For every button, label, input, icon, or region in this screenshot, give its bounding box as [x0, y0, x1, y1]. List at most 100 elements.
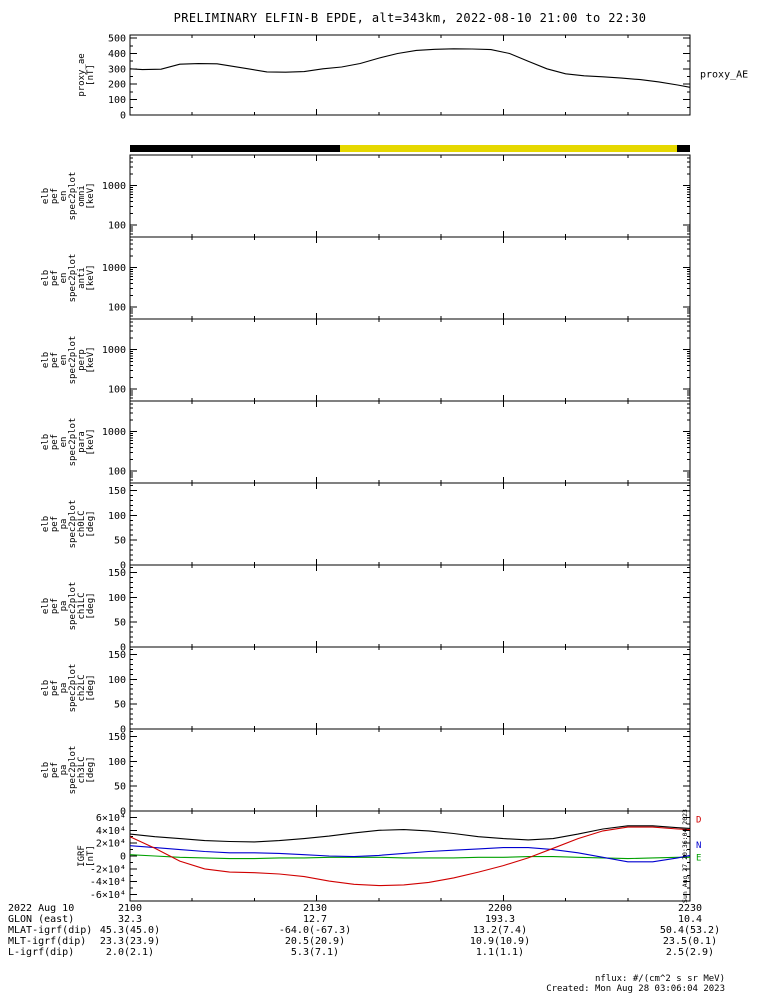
panel-pa-ch0lc: 0 50 100 150 elb pef pa spec2plot ch0LC [deg…: [41, 482, 691, 572]
mlt-value: 23.3(23.9): [99, 936, 161, 947]
plot-area-en_anti: 100 1000: [102, 236, 691, 320]
row-label-date: 2022 Aug 10: [8, 903, 75, 914]
svg-text:0: 0: [120, 725, 126, 736]
svg-text:50: 50: [114, 618, 126, 629]
svg-text:100: 100: [108, 467, 126, 478]
mlt-value: 23.5(0.1): [662, 936, 718, 947]
y-axis-label-en_anti: elb pef en spec2plot anti [keV]: [41, 253, 96, 303]
svg-text:E: E: [696, 853, 701, 863]
plot-title: PRELIMINARY ELFIN-B EPDE, alt=343km, 202…: [173, 11, 647, 25]
mlt-value: 20.5(20.9): [284, 936, 346, 947]
panel-en-omni: 100 1000 elb pef en spec2plot omni [keV]: [41, 154, 691, 238]
plot-area-en_omni: 100 1000: [102, 154, 691, 238]
panel-en-anti: 100 1000 elb pef en spec2plot anti [keV]: [41, 236, 691, 320]
svg-text:-2×10⁴: -2×10⁴: [90, 864, 126, 875]
panel-pa-ch1lc: 0 50 100 150 elb pef pa spec2plot ch1LC [deg…: [41, 564, 691, 654]
glon-value: 10.4: [677, 914, 703, 925]
glon-value: 193.3: [484, 914, 516, 925]
panel-pa-ch3lc: 0 50 100 150 elb pef pa spec2plot ch3LC [deg…: [41, 728, 691, 818]
axis-row-mlt: MLT-igrf(dip) 23.3(23.9) 20.5(20.9) 10.9…: [0, 936, 775, 947]
row-label-mlt: MLT-igrf(dip): [8, 936, 87, 947]
l-value: 5.3(7.1): [290, 947, 340, 958]
svg-text:0: 0: [120, 111, 126, 122]
mlt-value: 10.9(10.9): [469, 936, 531, 947]
flag-colorbar: [130, 145, 690, 152]
axis-row-l: L-igrf(dip) 2.0(2.1) 5.3(7.1) 1.1(1.1) 2…: [0, 947, 775, 958]
created-timestamp: Created: Mon Aug 28 03:06:04 2023: [546, 984, 725, 994]
svg-text:0: 0: [120, 807, 126, 818]
svg-text:150: 150: [108, 732, 126, 743]
svg-text:100: 100: [108, 593, 126, 604]
svg-text:0: 0: [120, 643, 126, 654]
svg-text:1000: 1000: [102, 345, 126, 356]
plot-area-en_perp: 100 1000: [102, 318, 691, 402]
axis-row-glon: GLON (east) 32.3 12.7 193.3 10.4: [0, 914, 775, 925]
panel-pa-ch2lc: 0 50 100 150 elb pef pa spec2plot ch2LC [deg…: [41, 646, 691, 736]
panel-en-perp: 100 1000 elb pef en spec2plot perp [keV]: [41, 318, 691, 402]
svg-text:4×10⁴: 4×10⁴: [96, 826, 126, 837]
svg-text:50: 50: [114, 782, 126, 793]
l-value: 2.5(2.9): [665, 947, 715, 958]
svg-text:300: 300: [108, 64, 126, 75]
svg-text:50: 50: [114, 536, 126, 547]
l-value: 1.1(1.1): [475, 947, 525, 958]
glon-value: 32.3: [117, 914, 143, 925]
y-axis-label-igrf: IGRF [nT]: [77, 845, 96, 867]
y-axis-label-en_omni: elb pef en spec2plot omni [keV]: [41, 171, 96, 221]
svg-text:100: 100: [108, 757, 126, 768]
y-axis-label-proxy_ae: proxy_ae [nT]: [77, 53, 96, 97]
y-axis-label-pa_ch2lc: elb pef pa spec2plot ch2LC [deg]: [41, 663, 96, 713]
svg-text:100: 100: [108, 385, 126, 396]
svg-text:2×10⁴: 2×10⁴: [96, 839, 126, 850]
mlat-value: 50.4(53.2): [659, 925, 721, 936]
svg-text:100: 100: [108, 95, 126, 106]
side-timestamp: Sun Aug 27 20:36:04 2023: [681, 809, 689, 903]
glon-value: 12.7: [302, 914, 328, 925]
svg-text:0: 0: [120, 561, 126, 572]
colorbar-segment: [130, 145, 340, 152]
svg-text:-6×10⁴: -6×10⁴: [90, 890, 126, 901]
svg-text:0: 0: [120, 852, 126, 863]
svg-text:500: 500: [108, 34, 126, 45]
xtick-label: 2130: [302, 903, 328, 914]
colorbar-segment: [677, 145, 690, 152]
y-axis-label-pa_ch1lc: elb pef pa spec2plot ch1LC [deg]: [41, 581, 96, 631]
svg-text:1000: 1000: [102, 427, 126, 438]
svg-text:100: 100: [108, 511, 126, 522]
xtick-label: 2100: [117, 903, 143, 914]
y-axis-label-pa_ch0lc: elb pef pa spec2plot ch0LC [deg]: [41, 499, 96, 549]
mlat-value: 13.2(7.4): [472, 925, 528, 936]
row-label-glon: GLON (east): [8, 914, 75, 925]
nflux-units-note: nflux: #/(cm^2 s sr MeV): [594, 974, 725, 984]
svg-text:N: N: [696, 841, 701, 851]
svg-text:1000: 1000: [102, 263, 126, 274]
svg-text:50: 50: [114, 700, 126, 711]
xtick-label: 2200: [487, 903, 513, 914]
panel-proxy-ae: 0 100 200 300 400 500 proxy_ae [nT] proxy_AE: [77, 34, 748, 122]
mlat-value: 45.3(45.0): [99, 925, 161, 936]
svg-text:D: D: [696, 815, 701, 825]
svg-text:400: 400: [108, 49, 126, 60]
svg-text:150: 150: [108, 568, 126, 579]
y-axis-label-pa_ch3lc: elb pef pa spec2plot ch3LC [deg]: [41, 745, 96, 795]
panel-igrf: 6×10⁴ 4×10⁴ 2×10⁴ 0 -2×10⁴ -4×10⁴ -6×10⁴ D N E IGR…: [77, 810, 701, 902]
plot-area-en_para: 100 1000: [102, 400, 691, 484]
panel-en-para: 100 1000 elb pef en spec2plot para [keV]: [41, 400, 691, 484]
svg-text:150: 150: [108, 486, 126, 497]
axis-row-mlat: MLAT-igrf(dip) 45.3(45.0) -64.0(-67.3) 1…: [0, 925, 775, 936]
y-axis-label-en_para: elb pef en spec2plot para [keV]: [41, 417, 96, 467]
xtick-label: 2230: [677, 903, 703, 914]
svg-text:100: 100: [108, 221, 126, 232]
svg-text:150: 150: [108, 650, 126, 661]
plot-area-pa_ch2lc: 0 50 100 150: [108, 646, 691, 736]
mlat-value: -64.0(-67.3): [278, 925, 352, 936]
plot-area-pa_ch3lc: 0 50 100 150: [108, 728, 691, 818]
svg-text:1000: 1000: [102, 181, 126, 192]
svg-text:100: 100: [108, 303, 126, 314]
right-label-proxy_ae: proxy_AE: [700, 69, 749, 81]
colorbar-segment: [340, 145, 678, 152]
svg-text:100: 100: [108, 675, 126, 686]
svg-text:200: 200: [108, 80, 126, 91]
plot-area-pa_ch1lc: 0 50 100 150: [108, 564, 691, 654]
